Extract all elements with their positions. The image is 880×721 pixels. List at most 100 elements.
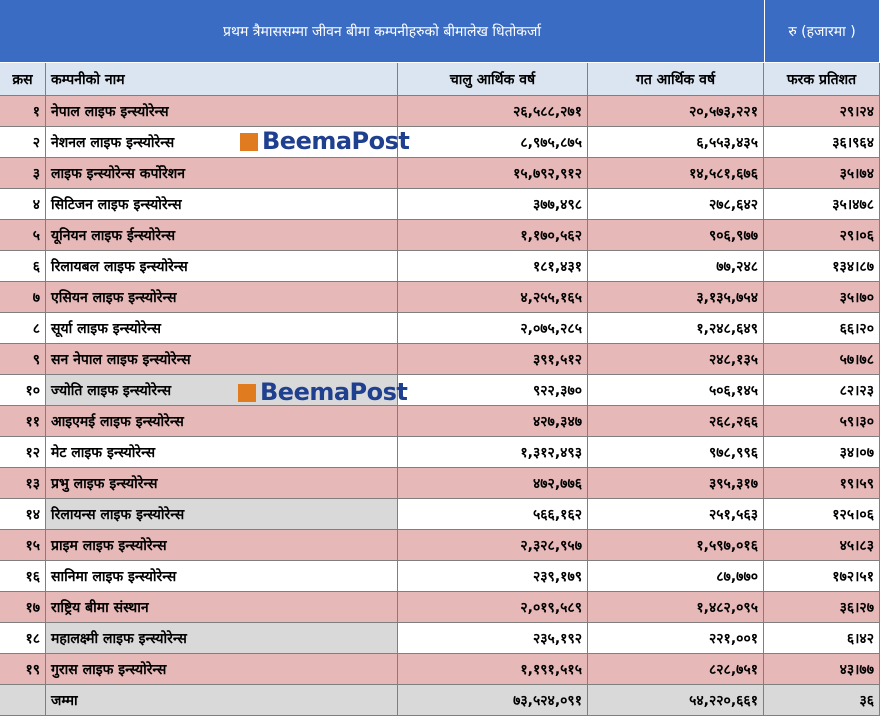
company-name: राष्ट्रिय बीमा संस्थान	[46, 592, 398, 623]
value: ५९।३०	[764, 406, 880, 437]
serial: १८	[0, 623, 46, 654]
serial: ४	[0, 189, 46, 220]
value: २,३२८,९५७	[398, 530, 588, 561]
value: २०,५७३,२२१	[588, 96, 764, 127]
value: १९।५९	[764, 468, 880, 499]
value: २६,५८८,२७१	[398, 96, 588, 127]
value: ३५।७४	[764, 158, 880, 189]
value: ३७७,४९८	[398, 189, 588, 220]
value: १,१९१,५१५	[398, 654, 588, 685]
value: ३६।२७	[764, 592, 880, 623]
value: ९२२,३७०	[398, 375, 588, 406]
total-cell: ३६	[764, 685, 880, 716]
serial: १४	[0, 499, 46, 530]
value: ६,५५३,४३५	[588, 127, 764, 158]
serial: १३	[0, 468, 46, 499]
serial: १५	[0, 530, 46, 561]
value: १५,७९२,९१२	[398, 158, 588, 189]
serial: १२	[0, 437, 46, 468]
column-header: कम्पनीको नाम	[46, 63, 398, 96]
value: ४२७,३४७	[398, 406, 588, 437]
value: ७७,२४८	[588, 251, 764, 282]
serial: ५	[0, 220, 46, 251]
value: ६६।२०	[764, 313, 880, 344]
company-name: नेपाल लाइफ इन्स्योरेन्स	[46, 96, 398, 127]
value: ५७।७८	[764, 344, 880, 375]
company-name: रिलायन्स लाइफ इन्स्योरेन्स	[46, 499, 398, 530]
value: ३,१३५,७५४	[588, 282, 764, 313]
value: १,५९७,०१६	[588, 530, 764, 561]
value: २२१,००१	[588, 623, 764, 654]
value: १२५।०६	[764, 499, 880, 530]
value: २७८,६४२	[588, 189, 764, 220]
serial: ११	[0, 406, 46, 437]
company-name: सिटिजन लाइफ इन्स्योरेन्स	[46, 189, 398, 220]
value: ४५।८३	[764, 530, 880, 561]
column-header: गत आर्थिक वर्ष	[588, 63, 764, 96]
company-name: रिलायबल लाइफ इन्स्योरेन्स	[46, 251, 398, 282]
value: ५६६,१६२	[398, 499, 588, 530]
serial: ६	[0, 251, 46, 282]
value: ९०६,९७७	[588, 220, 764, 251]
company-name: प्राइम लाइफ इन्स्योरेन्स	[46, 530, 398, 561]
value: २५१,५६३	[588, 499, 764, 530]
value: ५०६,१४५	[588, 375, 764, 406]
value: १३४।८७	[764, 251, 880, 282]
value: ३९१,५१२	[398, 344, 588, 375]
total-cell: जम्मा	[46, 685, 398, 716]
value: २,०७५,२८५	[398, 313, 588, 344]
value: २९।०६	[764, 220, 880, 251]
value: ९७८,९९६	[588, 437, 764, 468]
column-header: फरक प्रतिशत	[764, 63, 880, 96]
unit: रु (हजारमा )	[765, 0, 880, 63]
serial: ९	[0, 344, 46, 375]
value: ३४।०७	[764, 437, 880, 468]
value: २९।२४	[764, 96, 880, 127]
value: १,३१२,४९३	[398, 437, 588, 468]
company-name: सानिमा लाइफ इन्स्योरेन्स	[46, 561, 398, 592]
value: ८७,७७०	[588, 561, 764, 592]
value: १,१७०,५६२	[398, 220, 588, 251]
company-name: लाइफ इन्स्योरेन्स कर्पोरेशन	[46, 158, 398, 189]
value: २३५,१९२	[398, 623, 588, 654]
company-name: सन नेपाल लाइफ इन्स्योरेन्स	[46, 344, 398, 375]
value: ३५।७०	[764, 282, 880, 313]
title: प्रथम त्रैमाससम्मा जीवन बीमा कम्पनीहरुको…	[0, 0, 765, 63]
company-name: मेट लाइफ इन्स्योरेन्स	[46, 437, 398, 468]
serial: १	[0, 96, 46, 127]
value: ८२८,७५१	[588, 654, 764, 685]
serial: १६	[0, 561, 46, 592]
value: ३९५,३१७	[588, 468, 764, 499]
value: ४७२,७७६	[398, 468, 588, 499]
company-name: महालक्ष्मी लाइफ इन्स्योरेन्स	[46, 623, 398, 654]
watermark: BeemaPost	[238, 378, 408, 406]
serial: ८	[0, 313, 46, 344]
column-header: क्रस	[0, 63, 46, 96]
value: २६८,२६६	[588, 406, 764, 437]
serial: २	[0, 127, 46, 158]
serial: ७	[0, 282, 46, 313]
company-name: आइएमई लाइफ इन्स्योरेन्स	[46, 406, 398, 437]
serial: १९	[0, 654, 46, 685]
value: २,०१९,५८९	[398, 592, 588, 623]
company-name: एसियन लाइफ इन्स्योरेन्स	[46, 282, 398, 313]
value: ८२।२३	[764, 375, 880, 406]
watermark: BeemaPost	[240, 127, 410, 155]
company-name: यूनियन लाइफ ईन्स्योरेन्स	[46, 220, 398, 251]
total-cell: ७३,५२४,०९१	[398, 685, 588, 716]
company-name: प्रभु लाइफ इन्स्योरेन्स	[46, 468, 398, 499]
value: ४,२५५,१६५	[398, 282, 588, 313]
value: २४८,१३५	[588, 344, 764, 375]
value: ४३।७७	[764, 654, 880, 685]
serial: १०	[0, 375, 46, 406]
column-header: चालु आर्थिक वर्ष	[398, 63, 588, 96]
value: १,२४८,६४९	[588, 313, 764, 344]
value: ६।४२	[764, 623, 880, 654]
value: १७२।५१	[764, 561, 880, 592]
serial: १७	[0, 592, 46, 623]
serial	[0, 685, 46, 716]
value: १,४८२,०९५	[588, 592, 764, 623]
value: ८,९७५,८७५	[398, 127, 588, 158]
serial: ३	[0, 158, 46, 189]
